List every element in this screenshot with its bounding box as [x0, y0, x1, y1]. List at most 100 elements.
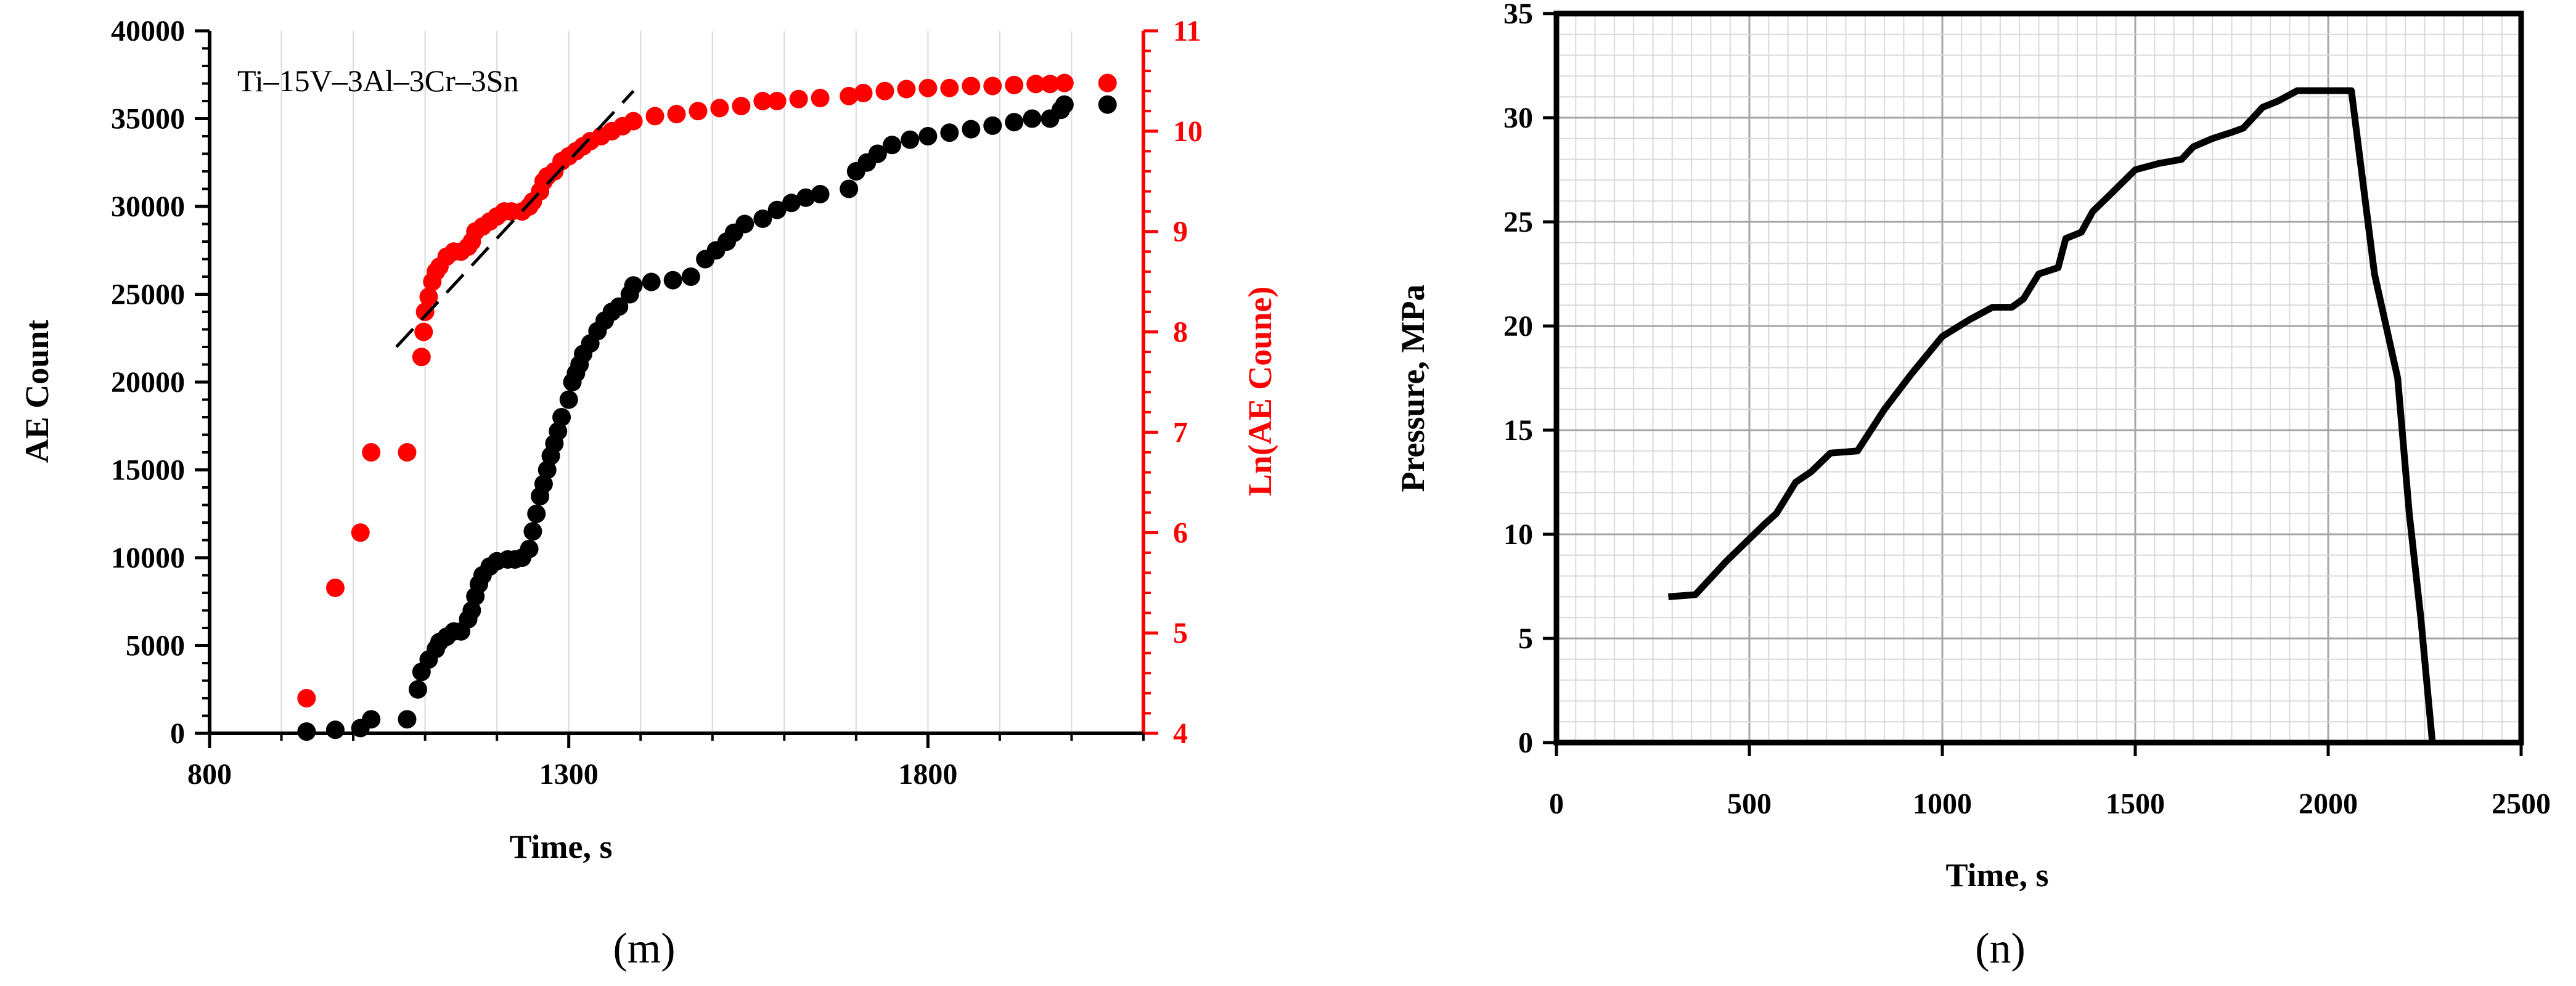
m-y2-tick-label: 8	[1173, 316, 1188, 349]
m-point-ae-count	[940, 123, 959, 142]
m-y-tick-label: 40000	[111, 15, 185, 47]
m-point-ln-ae	[412, 348, 431, 367]
m-point-ln-ae	[645, 107, 664, 126]
n-panel-label: (n)	[1975, 925, 2026, 972]
m-axes	[208, 31, 1145, 735]
m-point-ae-count	[523, 522, 542, 541]
m-y-tick-label: 20000	[111, 366, 185, 399]
m-point-ae-count	[362, 710, 381, 729]
m-point-ae-count	[663, 271, 682, 290]
m-y-tick-label: 30000	[111, 190, 185, 223]
m-y2-tick-label: 10	[1173, 115, 1203, 148]
m-trend-line	[395, 90, 635, 348]
m-x-tick-label: 1300	[539, 758, 599, 791]
m-point-ln-ae	[854, 83, 873, 102]
n-y-tick-label: 30	[1503, 102, 1533, 134]
m-y-tick-label: 35000	[111, 103, 185, 136]
m-point-ln-ae	[710, 99, 729, 118]
m-point-ln-ae	[297, 689, 316, 707]
m-point-ln-ae	[1055, 73, 1074, 92]
m-point-ln-ae	[414, 322, 433, 341]
n-pressure-line	[1668, 87, 2436, 743]
m-point-ae-count	[840, 179, 859, 198]
n-x-tick-label: 0	[1549, 788, 1564, 820]
n-y-tick-label: 0	[1518, 727, 1533, 759]
n-tick-labels: 0 5 10 15 20 25 30 35 0 500 1000 1500 2000 2500	[1503, 0, 2551, 820]
m-point-ln-ae	[811, 89, 830, 108]
m-point-ln-ae	[398, 443, 417, 462]
m-y2-tick-label: 9	[1173, 216, 1188, 248]
m-point-ae-count	[681, 267, 700, 286]
n-plot-frame	[1553, 10, 2524, 746]
m-point-ae-count	[883, 136, 902, 155]
m-point-ae-count	[796, 188, 816, 207]
n-x-axis-title: Time, s	[1945, 857, 2048, 894]
chart-panel-n: 0 5 10 15 20 25 30 35 0 500 1000 1500 2000 2500 Time,…	[1394, 0, 2551, 972]
n-y-tick-label: 25	[1503, 206, 1533, 238]
m-point-ae-count	[549, 422, 568, 441]
n-x-tick-label: 1000	[1913, 788, 1972, 820]
n-x-tick-label: 2500	[2492, 788, 2551, 820]
m-point-ae-count	[962, 120, 981, 139]
m-x-tick-label: 800	[187, 758, 232, 791]
m-point-ae-count	[534, 475, 553, 494]
m-x-axis-title: Time, s	[509, 828, 612, 865]
chart-panel-m: 0 5000 10000 15000 20000 25000 30000 35000 40000…	[18, 15, 1278, 972]
m-point-ae-count	[325, 720, 345, 740]
m-point-ln-ae	[767, 92, 787, 110]
m-point-ln-ae	[962, 76, 981, 96]
m-point-ae-count	[520, 539, 539, 558]
m-point-ln-ae	[875, 81, 894, 100]
m-point-ln-ae	[362, 443, 381, 462]
n-y-tick-label: 10	[1503, 518, 1533, 551]
m-point-ln-ae	[415, 303, 435, 321]
n-x-tick-label: 1500	[2106, 788, 2165, 820]
m-point-ae-count	[559, 390, 578, 409]
m-panel-label: (m)	[613, 925, 675, 972]
m-y-tick-label: 5000	[126, 630, 185, 662]
m-y2-tick-label: 11	[1173, 15, 1201, 47]
m-point-ae-count	[782, 194, 801, 213]
m-point-ae-count	[462, 601, 481, 620]
m-point-ae-count	[811, 185, 830, 204]
m-point-ae-count	[527, 504, 546, 523]
m-y2-axis-title: Ln(AE Coune)	[1241, 287, 1278, 497]
m-point-ln-ae	[325, 578, 345, 597]
n-y-tick-label: 35	[1503, 0, 1533, 30]
m-tick-labels: 0 5000 10000 15000 20000 25000 30000 35000 40000…	[111, 15, 1203, 791]
m-y-tick-label: 15000	[111, 454, 185, 487]
m-point-ln-ae	[1026, 75, 1045, 94]
m-point-ae-count	[642, 272, 661, 291]
m-y2-tick-label: 6	[1173, 516, 1188, 549]
m-point-ln-ae	[918, 78, 938, 97]
m-series-ln-ae	[297, 73, 1117, 707]
m-point-ln-ae	[840, 86, 859, 105]
m-y-tick-label: 25000	[111, 279, 185, 311]
m-y-axis-title: AE Count	[18, 320, 55, 463]
m-point-ae-count	[610, 297, 629, 316]
n-series-pressure	[1668, 87, 2436, 743]
m-point-ln-ae	[667, 105, 686, 124]
m-point-ln-ae	[624, 112, 643, 131]
m-point-ae-count	[408, 680, 427, 699]
m-point-ln-ae	[689, 102, 708, 121]
m-point-ae-count	[918, 127, 938, 145]
m-point-ln-ae	[732, 97, 751, 116]
n-gridlines	[1556, 14, 2521, 743]
m-y2-tick-label: 4	[1173, 717, 1188, 750]
n-axes	[1553, 10, 2524, 746]
m-point-ln-ae	[753, 92, 772, 110]
m-annotation: Ti–15V–3Al–3Cr–3Sn	[237, 63, 519, 98]
m-point-ln-ae	[351, 523, 370, 542]
m-point-ae-count	[1005, 113, 1024, 132]
m-point-ae-count	[901, 130, 920, 149]
m-point-ae-count	[538, 460, 557, 479]
m-point-ae-count	[735, 214, 754, 234]
n-y-tick-label: 5	[1518, 622, 1533, 655]
m-point-ae-count	[1023, 109, 1042, 128]
m-y-tick-label: 10000	[111, 542, 185, 574]
m-point-ln-ae	[983, 76, 1002, 96]
m-y2-tick-label: 7	[1173, 416, 1188, 449]
m-point-ae-count	[1098, 95, 1117, 114]
